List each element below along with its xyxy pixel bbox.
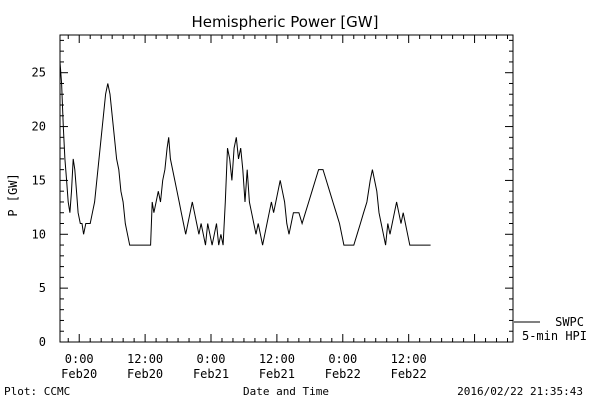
x-tick-label-date: Feb21 xyxy=(259,367,295,381)
footer-timestamp: 2016/02/22 21:35:43 xyxy=(457,385,583,398)
x-tick-label-date: Feb22 xyxy=(391,367,427,381)
x-tick-label-date: Feb20 xyxy=(61,367,97,381)
y-tick-label: 0 xyxy=(39,335,46,349)
series-line-swpc xyxy=(59,61,431,246)
chart-title: Hemispheric Power [GW] xyxy=(192,13,379,31)
legend-label-hpi: 5-min HPI xyxy=(522,329,587,343)
x-tick-label-time: 0:00 xyxy=(197,352,226,366)
x-tick-label-time: 12:00 xyxy=(391,352,427,366)
y-axis: 0 5 10 15 20 25 xyxy=(32,39,513,349)
y-tick-label: 25 xyxy=(32,66,46,80)
x-tick-label-time: 12:00 xyxy=(127,352,163,366)
x-axis: 0:00Feb2012:00Feb200:00Feb2112:00Feb210:… xyxy=(61,35,509,381)
series-layer xyxy=(59,61,431,246)
x-tick-label-time: 12:00 xyxy=(259,352,295,366)
y-tick-label: 5 xyxy=(39,281,46,295)
x-tick-label-date: Feb21 xyxy=(193,367,229,381)
y-tick-label: 10 xyxy=(32,227,46,241)
x-tick-label-time: 0:00 xyxy=(65,352,94,366)
y-axis-label: P [GW] xyxy=(6,173,20,216)
legend-label-swpc: SWPC xyxy=(555,315,584,329)
y-tick-label: 15 xyxy=(32,173,46,187)
x-axis-label: Date and Time xyxy=(243,385,329,398)
x-tick-label-time: 0:00 xyxy=(328,352,357,366)
y-tick-label: 20 xyxy=(32,120,46,134)
legend: SWPC 5-min HPI xyxy=(514,315,587,343)
plot-frame xyxy=(59,34,514,343)
footer-plot-credit: Plot: CCMC xyxy=(4,385,70,398)
x-tick-label-date: Feb22 xyxy=(325,367,361,381)
x-tick-label-date: Feb20 xyxy=(127,367,163,381)
